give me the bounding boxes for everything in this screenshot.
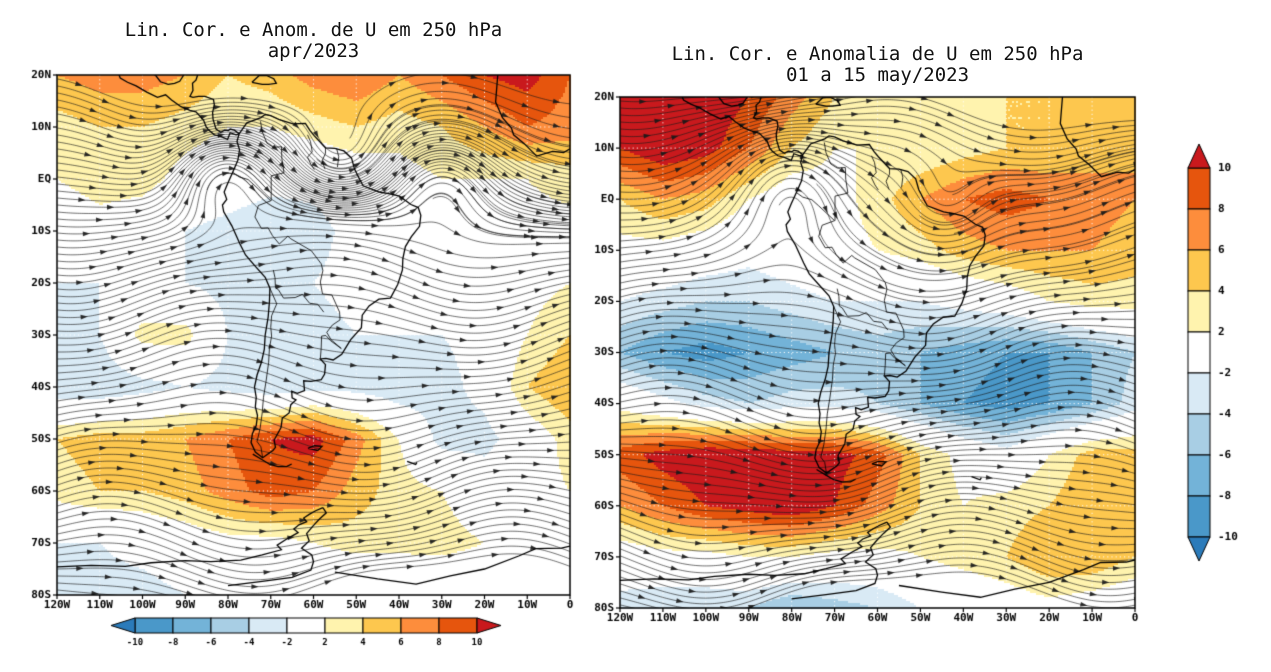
left-panel-title-block: Lin. Cor. e Anom. de U em 250 hPa apr/20… (57, 20, 570, 62)
map-canvas-left-april (0, 62, 600, 622)
right-panel-title-block: Lin. Cor. e Anomalia de U em 250 hPa 01 … (620, 44, 1135, 86)
right-panel-subtitle: 01 a 15 may/2023 (785, 64, 970, 86)
colorbar-vertical (1178, 140, 1258, 585)
left-panel-title: Lin. Cor. e Anom. de U em 250 hPa (124, 19, 503, 41)
map-canvas-right-may (590, 84, 1150, 629)
colorbar-horizontal (95, 612, 535, 660)
left-panel-subtitle: apr/2023 (267, 40, 360, 62)
right-panel-title: Lin. Cor. e Anomalia de U em 250 hPa (671, 43, 1084, 65)
